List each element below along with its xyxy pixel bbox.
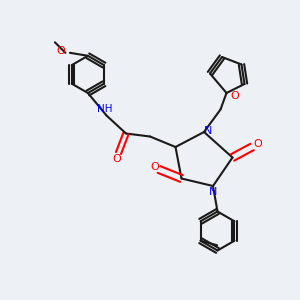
Text: O: O — [230, 91, 239, 101]
Text: O: O — [150, 161, 159, 172]
Text: O: O — [56, 46, 65, 56]
Text: O: O — [253, 139, 262, 149]
Text: O: O — [112, 154, 122, 164]
Text: NH: NH — [97, 104, 113, 114]
Text: N: N — [204, 125, 213, 136]
Text: N: N — [209, 187, 217, 197]
